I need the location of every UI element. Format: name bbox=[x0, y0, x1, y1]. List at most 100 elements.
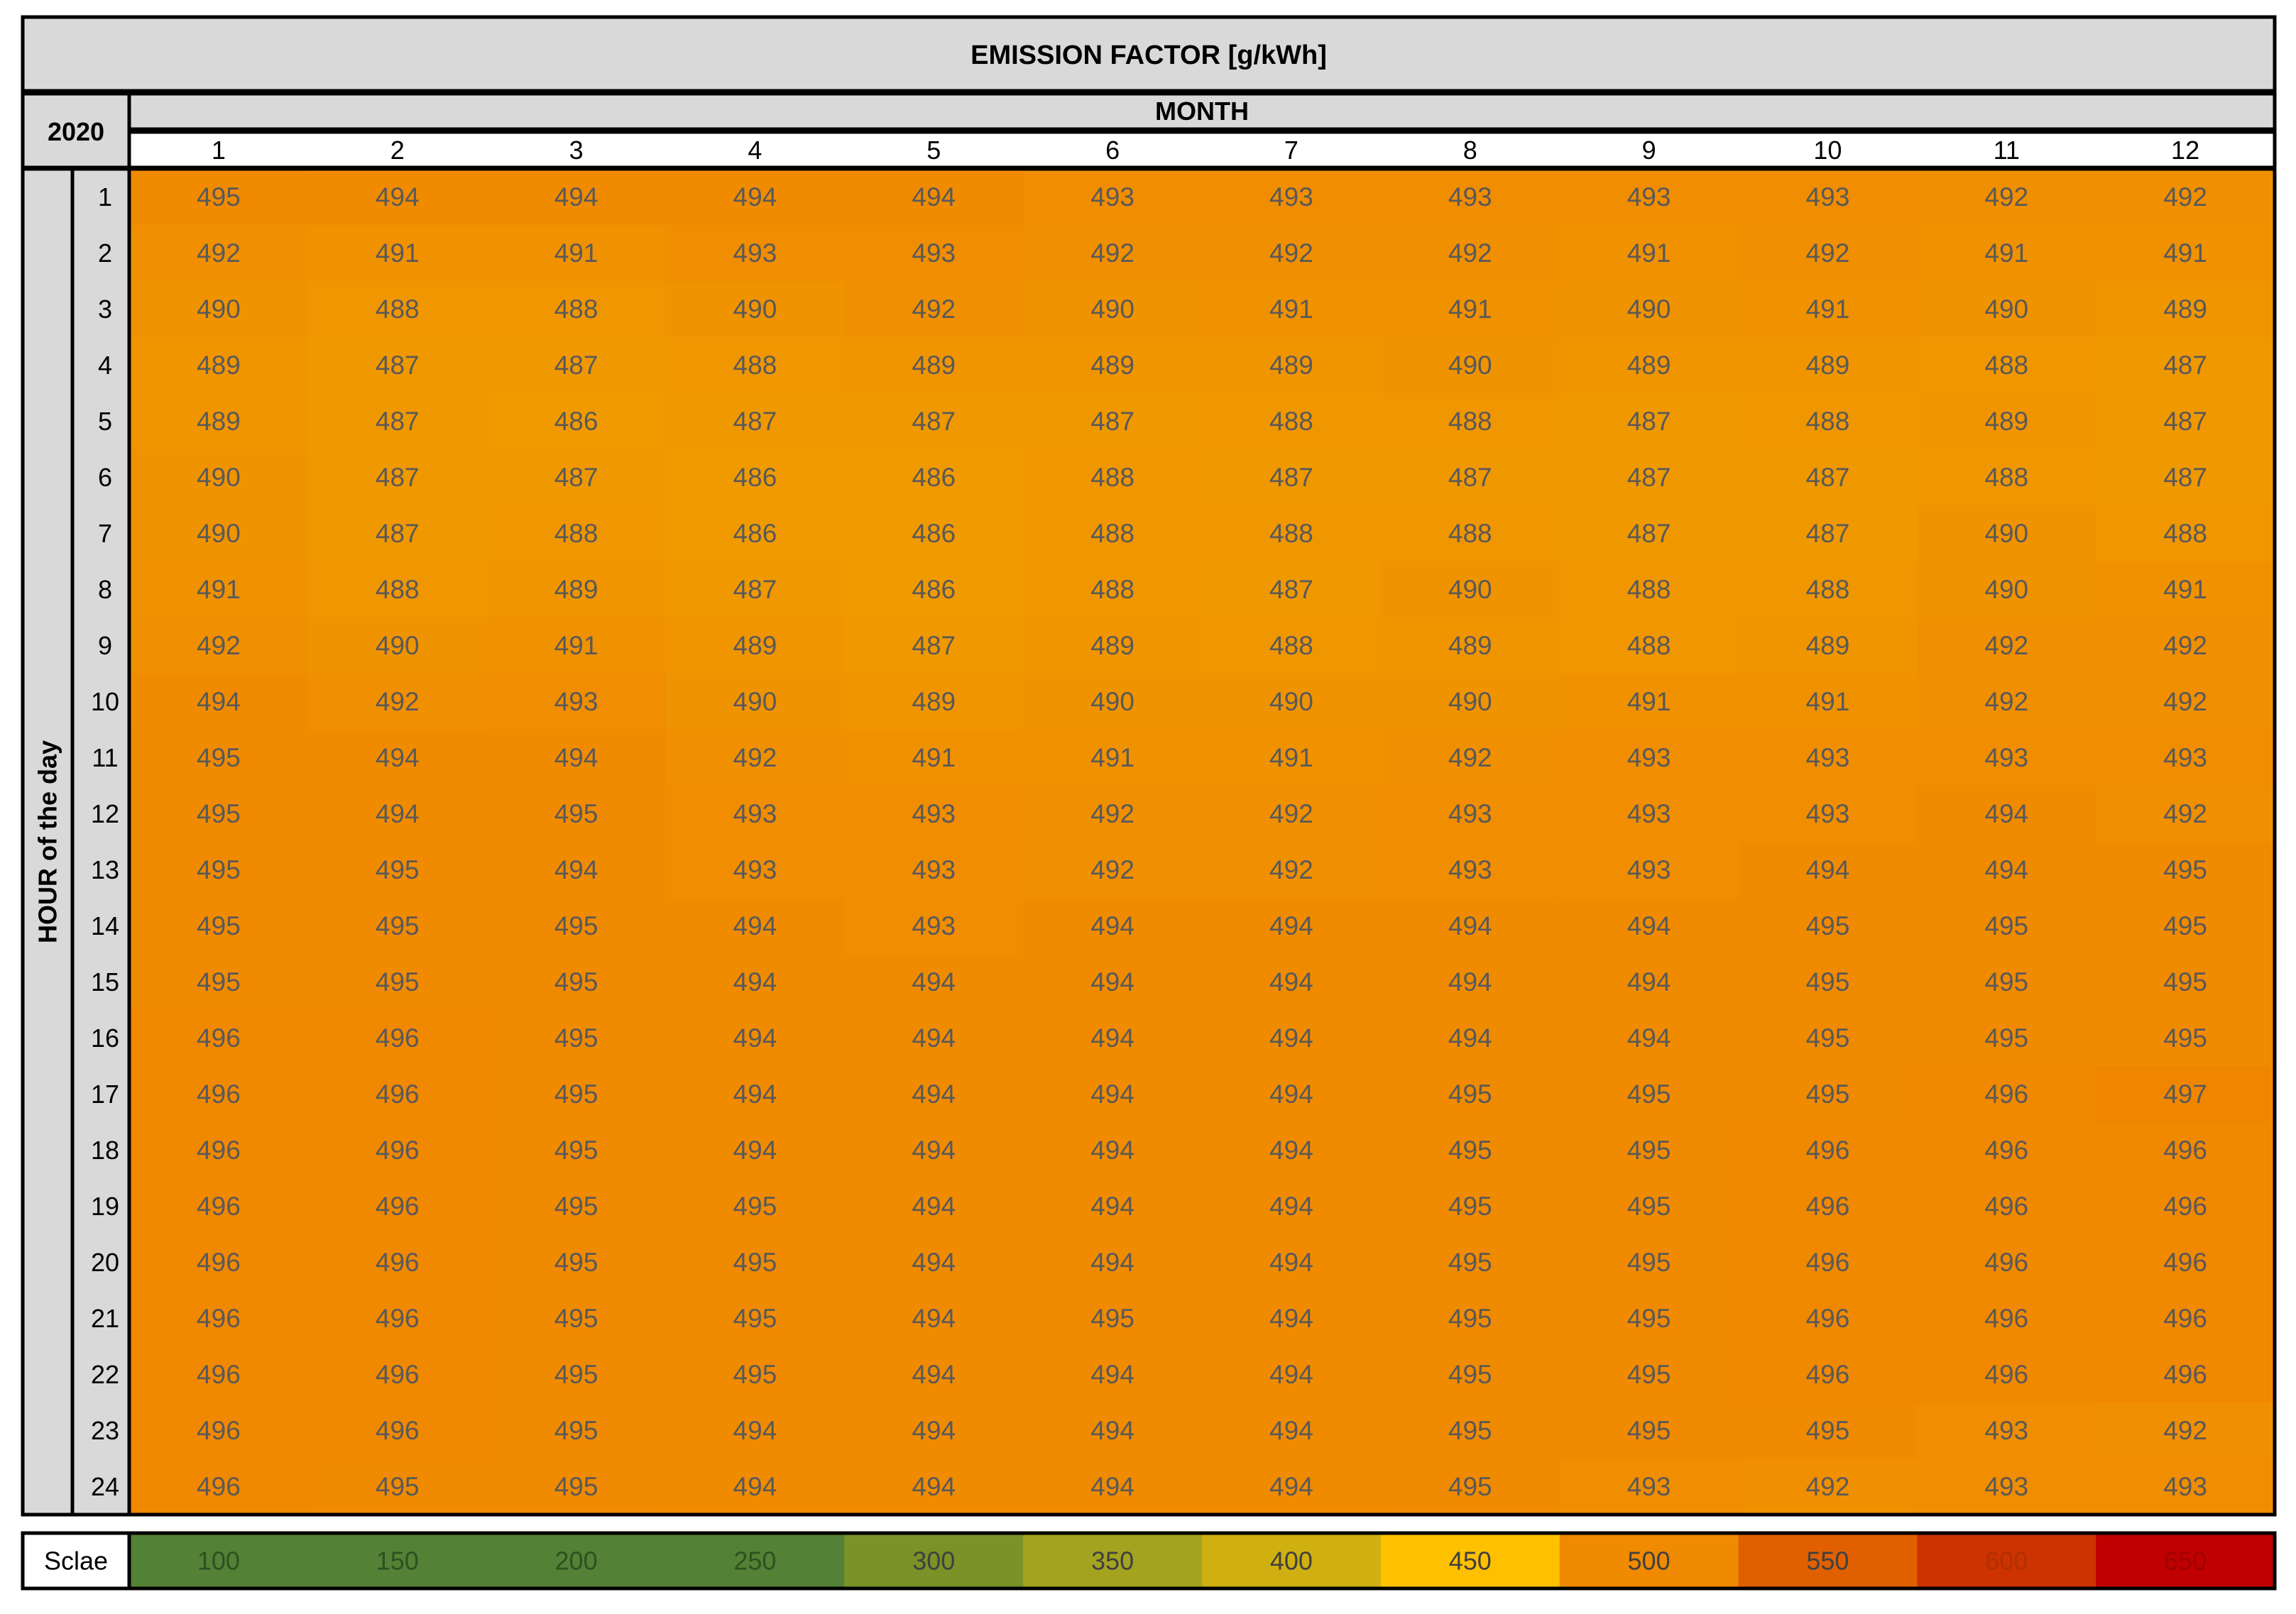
cell-value-label: 493 bbox=[1806, 799, 1850, 828]
heatmap-cell bbox=[129, 1010, 309, 1067]
cell-value-label: 490 bbox=[733, 295, 777, 324]
cell-value-label: 495 bbox=[1627, 1360, 1671, 1389]
heatmap-cell bbox=[1202, 1346, 1382, 1403]
hour-tick-label: 16 bbox=[91, 1023, 119, 1053]
hour-tick-label: 15 bbox=[91, 967, 119, 997]
heatmap-cell bbox=[486, 1402, 666, 1459]
cell-value-label: 494 bbox=[1448, 1023, 1492, 1053]
heatmap-cell bbox=[1380, 169, 1560, 226]
heatmap-cell bbox=[1738, 561, 1918, 618]
cell-value-label: 496 bbox=[1806, 1248, 1850, 1277]
heatmap-cell bbox=[1738, 1234, 1918, 1291]
cell-value-label: 496 bbox=[197, 1472, 241, 1501]
cell-value-label: 495 bbox=[197, 182, 241, 212]
cell-value-label: 486 bbox=[733, 463, 777, 492]
heatmap-cell bbox=[2096, 898, 2275, 955]
heatmap-cell bbox=[307, 954, 488, 1011]
cell-value-label: 486 bbox=[733, 519, 777, 548]
cell-value-label: 489 bbox=[554, 575, 598, 604]
heatmap-cell bbox=[844, 337, 1024, 394]
cell-value-label: 489 bbox=[912, 351, 956, 380]
cell-value-label: 496 bbox=[376, 1360, 420, 1389]
heatmap-cell bbox=[665, 674, 845, 730]
heatmap-cell bbox=[1023, 337, 1203, 394]
cell-value-label: 495 bbox=[376, 967, 420, 997]
heatmap-cell bbox=[1559, 225, 1739, 282]
hour-tick-label: 12 bbox=[91, 799, 119, 828]
cell-value-label: 495 bbox=[733, 1248, 777, 1277]
cell-value-label: 487 bbox=[376, 407, 420, 436]
cell-value-label: 494 bbox=[376, 182, 420, 212]
cell-value-label: 496 bbox=[1806, 1360, 1850, 1389]
heatmap-cell bbox=[129, 1459, 309, 1515]
cell-value-label: 486 bbox=[912, 519, 956, 548]
cell-value-label: 493 bbox=[2163, 1472, 2207, 1501]
heatmap-cell bbox=[307, 730, 488, 786]
cell-value-label: 487 bbox=[1806, 519, 1850, 548]
heatmap-cell bbox=[665, 1459, 845, 1515]
cell-value-label: 488 bbox=[1090, 463, 1135, 492]
year-label: 2020 bbox=[48, 117, 104, 146]
cell-value-label: 495 bbox=[1448, 1416, 1492, 1445]
heatmap-cell bbox=[1023, 730, 1203, 786]
heatmap-cell bbox=[1559, 786, 1739, 842]
cell-value-label: 494 bbox=[197, 687, 241, 716]
cell-value-label: 494 bbox=[554, 855, 598, 884]
cell-value-label: 495 bbox=[733, 1304, 777, 1333]
heatmap-cell bbox=[1023, 786, 1203, 842]
heatmap-cell bbox=[486, 1459, 666, 1515]
cell-value-label: 493 bbox=[1627, 799, 1671, 828]
cell-value-label: 492 bbox=[1984, 631, 2028, 660]
heatmap-cell bbox=[307, 617, 488, 674]
heatmap-cell bbox=[665, 337, 845, 394]
scale-value-label: 600 bbox=[1985, 1547, 2028, 1576]
scale-value-label: 250 bbox=[733, 1547, 776, 1576]
heatmap-cell bbox=[1202, 449, 1382, 506]
hour-tick-label: 10 bbox=[91, 687, 119, 716]
heatmap-cell bbox=[844, 225, 1024, 282]
heatmap-cell bbox=[1380, 1010, 1560, 1067]
heatmap-cell bbox=[129, 561, 309, 618]
cell-value-label: 495 bbox=[2163, 855, 2207, 884]
heatmap-cell bbox=[1917, 561, 2097, 618]
hour-tick-label: 20 bbox=[91, 1248, 119, 1277]
heatmap-cell bbox=[1023, 1178, 1203, 1235]
month-tick-label: 9 bbox=[1642, 136, 1656, 165]
cell-value-label: 496 bbox=[197, 1304, 241, 1333]
heatmap-cell bbox=[1202, 1290, 1382, 1347]
heatmap-cell bbox=[1202, 1122, 1382, 1179]
cell-value-label: 487 bbox=[1448, 463, 1492, 492]
scale-swatch bbox=[2096, 1533, 2275, 1588]
heatmap-cell bbox=[1738, 1459, 1918, 1515]
cell-value-label: 496 bbox=[2163, 1192, 2207, 1221]
cell-value-label: 494 bbox=[912, 967, 956, 997]
heatmap-cell bbox=[307, 561, 488, 618]
heatmap-cell bbox=[486, 1066, 666, 1123]
cell-value-label: 489 bbox=[197, 351, 241, 380]
cell-value-label: 491 bbox=[197, 575, 241, 604]
heatmap-cell bbox=[307, 1290, 488, 1347]
heatmap-cell bbox=[2096, 1066, 2275, 1123]
cell-value-label: 495 bbox=[1984, 967, 2028, 997]
cell-value-label: 495 bbox=[1627, 1080, 1671, 1109]
cell-value-label: 494 bbox=[1984, 855, 2028, 884]
cell-value-label: 487 bbox=[376, 463, 420, 492]
heatmap-cell bbox=[486, 1290, 666, 1347]
cell-value-label: 489 bbox=[2163, 295, 2207, 324]
heatmap-cell bbox=[1738, 281, 1918, 338]
heatmap-grid-border bbox=[127, 167, 2277, 1517]
heatmap-cell bbox=[129, 449, 309, 506]
cell-value-label: 491 bbox=[554, 631, 598, 660]
heatmap-cell bbox=[1738, 505, 1918, 562]
heatmap-cell bbox=[1559, 449, 1739, 506]
heatmap-cell bbox=[1202, 1402, 1382, 1459]
heatmap-cell bbox=[665, 225, 845, 282]
cell-value-label: 488 bbox=[376, 575, 420, 604]
cell-value-label: 494 bbox=[1627, 967, 1671, 997]
hour-tick-label: 19 bbox=[91, 1192, 119, 1221]
cell-value-label: 491 bbox=[1269, 295, 1313, 324]
heatmap-cell bbox=[1917, 337, 2097, 394]
cell-value-label: 495 bbox=[554, 967, 598, 997]
heatmap-cell bbox=[486, 281, 666, 338]
heatmap-cell bbox=[844, 674, 1024, 730]
